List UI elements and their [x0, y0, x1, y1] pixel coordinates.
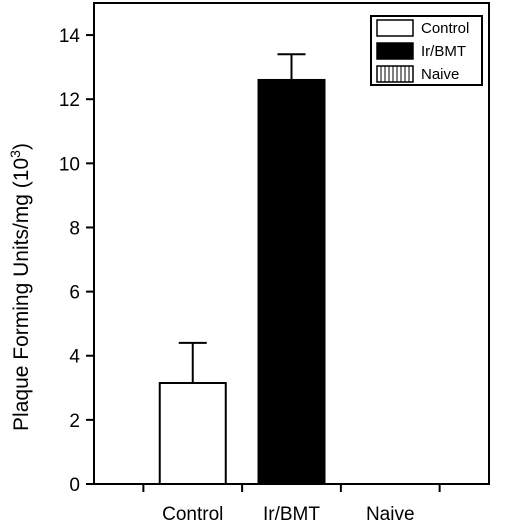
y-axis-title-superscript: 3: [7, 150, 23, 158]
legend-label: Naive: [421, 66, 459, 83]
legend-label: Control: [421, 20, 469, 37]
y-axis: 0 2 4 6 8 10 12 14: [59, 26, 94, 496]
x-axis: Control Ir/BMT Naive: [142, 484, 441, 525]
y-axis-title: Plaque Forming Units/mg (103): [7, 143, 33, 431]
y-tick-label: 12: [59, 90, 80, 111]
legend-swatch: [376, 42, 414, 60]
y-tick-label: 6: [69, 283, 80, 304]
y-tick-label: 4: [69, 347, 80, 368]
bar-ir-bmt: [257, 78, 326, 486]
x-tick-label: Naive: [366, 504, 415, 525]
x-tick-label: Control: [162, 504, 223, 525]
y-tick-label: 2: [69, 411, 80, 432]
legend-swatch: [376, 65, 414, 83]
legend-swatch: [376, 19, 414, 37]
y-axis-title-suffix: ): [10, 143, 33, 150]
legend-label: Ir/BMT: [421, 43, 466, 60]
y-axis-title-main: Plaque Forming Units/mg (10: [10, 158, 33, 431]
x-tick-label: Ir/BMT: [263, 504, 320, 525]
y-tick-label: 8: [69, 218, 80, 239]
y-tick-label: 10: [59, 154, 80, 175]
y-tick-label: 0: [69, 475, 80, 496]
y-tick-label: 14: [59, 26, 81, 47]
legend: Control Ir/BMT Naive: [370, 15, 483, 86]
bar-control: [158, 381, 227, 485]
plot-area: [93, 2, 490, 486]
